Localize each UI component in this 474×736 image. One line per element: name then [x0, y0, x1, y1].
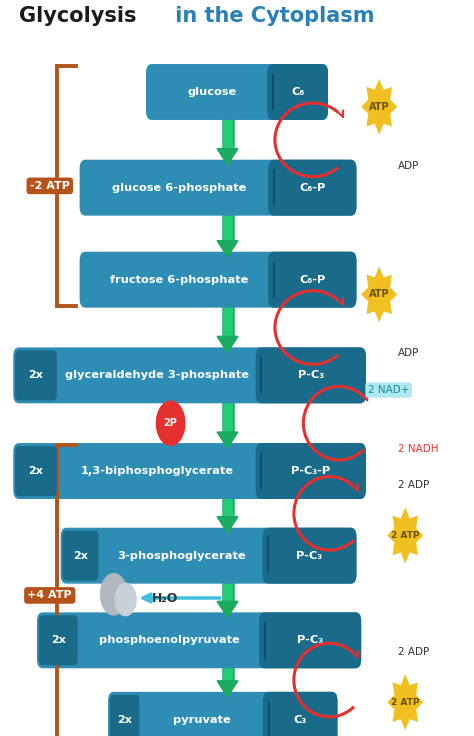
- FancyBboxPatch shape: [108, 692, 337, 736]
- FancyBboxPatch shape: [263, 528, 356, 584]
- Text: 2x: 2x: [28, 466, 44, 476]
- FancyBboxPatch shape: [267, 64, 328, 120]
- Text: P-C₃-P: P-C₃-P: [291, 466, 330, 476]
- Text: 2 ADP: 2 ADP: [398, 481, 429, 490]
- FancyBboxPatch shape: [146, 64, 328, 120]
- Text: P-C₃: P-C₃: [296, 551, 323, 561]
- Text: 3-phosphoglycerate: 3-phosphoglycerate: [117, 551, 246, 561]
- FancyBboxPatch shape: [80, 160, 356, 216]
- Text: pyruvate: pyruvate: [173, 715, 231, 725]
- Text: in the Cytoplasm: in the Cytoplasm: [168, 6, 375, 26]
- Polygon shape: [217, 432, 238, 448]
- Text: 2 NAD+: 2 NAD+: [368, 385, 410, 395]
- Text: phosphoenolpyruvate: phosphoenolpyruvate: [99, 635, 240, 645]
- Text: glucose: glucose: [188, 87, 237, 97]
- Text: 2 ATP: 2 ATP: [391, 698, 419, 707]
- Text: +4 ATP: +4 ATP: [27, 590, 72, 601]
- Text: ATP: ATP: [369, 289, 390, 300]
- Text: C₃: C₃: [293, 715, 307, 725]
- FancyBboxPatch shape: [13, 443, 366, 499]
- FancyBboxPatch shape: [110, 695, 139, 736]
- FancyBboxPatch shape: [39, 615, 78, 665]
- FancyBboxPatch shape: [268, 252, 356, 308]
- Text: Glycolysis: Glycolysis: [19, 6, 137, 26]
- Text: C₆-P: C₆-P: [299, 275, 326, 285]
- Text: C₆-P: C₆-P: [299, 183, 326, 193]
- Text: 2x: 2x: [73, 551, 88, 561]
- Text: ADP: ADP: [398, 160, 419, 171]
- Polygon shape: [217, 336, 238, 353]
- Text: 2 ATP: 2 ATP: [391, 531, 419, 540]
- Text: 2 ADP: 2 ADP: [398, 647, 429, 657]
- Text: 2P: 2P: [164, 418, 178, 428]
- FancyBboxPatch shape: [263, 692, 337, 736]
- Polygon shape: [387, 674, 423, 730]
- FancyBboxPatch shape: [80, 252, 356, 308]
- Text: P-C₃: P-C₃: [298, 370, 324, 381]
- FancyBboxPatch shape: [15, 350, 57, 400]
- Text: 2x: 2x: [28, 370, 44, 381]
- FancyBboxPatch shape: [268, 160, 356, 216]
- Text: 2x: 2x: [117, 715, 132, 725]
- Polygon shape: [361, 266, 397, 322]
- Polygon shape: [217, 601, 238, 618]
- Text: ATP: ATP: [369, 102, 390, 112]
- Polygon shape: [217, 517, 238, 533]
- Text: glucose 6-phosphate: glucose 6-phosphate: [112, 183, 247, 193]
- FancyBboxPatch shape: [13, 347, 366, 403]
- FancyBboxPatch shape: [255, 347, 366, 403]
- Text: 2x: 2x: [51, 635, 66, 645]
- FancyBboxPatch shape: [37, 612, 361, 668]
- FancyBboxPatch shape: [259, 612, 361, 668]
- FancyBboxPatch shape: [15, 446, 57, 496]
- Polygon shape: [361, 79, 397, 135]
- FancyBboxPatch shape: [61, 528, 356, 584]
- Polygon shape: [387, 508, 423, 564]
- Polygon shape: [217, 681, 238, 697]
- Text: C₆: C₆: [291, 87, 304, 97]
- Text: H₂O: H₂O: [152, 592, 178, 604]
- Text: 1,3-biphosphoglycerate: 1,3-biphosphoglycerate: [81, 466, 234, 476]
- Text: fructose 6-phosphate: fructose 6-phosphate: [110, 275, 249, 285]
- FancyBboxPatch shape: [255, 443, 366, 499]
- Circle shape: [156, 401, 185, 445]
- FancyBboxPatch shape: [63, 531, 99, 581]
- Circle shape: [100, 574, 127, 615]
- Polygon shape: [217, 149, 238, 165]
- Text: -2 ATP: -2 ATP: [30, 181, 70, 191]
- Text: P-C₃: P-C₃: [297, 635, 323, 645]
- Text: glyceraldehyde 3-phosphate: glyceraldehyde 3-phosphate: [65, 370, 249, 381]
- Circle shape: [115, 583, 136, 615]
- Text: ADP: ADP: [398, 348, 419, 358]
- Text: 2 NADH: 2 NADH: [398, 444, 438, 454]
- Polygon shape: [217, 241, 238, 257]
